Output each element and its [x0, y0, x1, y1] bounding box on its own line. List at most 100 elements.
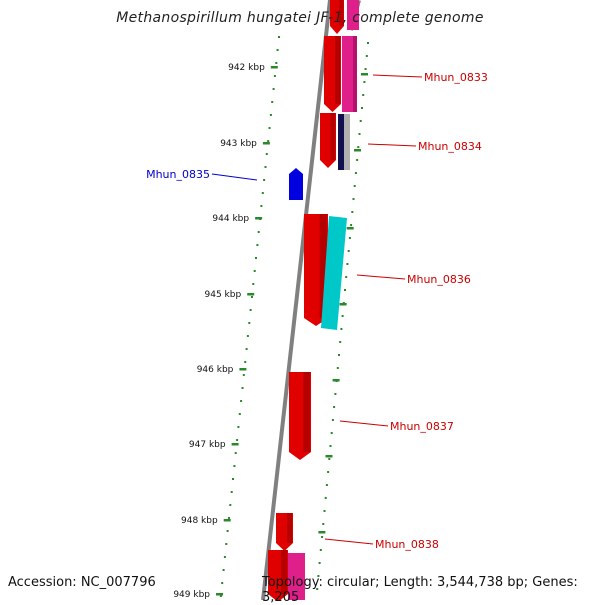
gene-mhun-0833[interactable] [324, 36, 341, 112]
gene-fragment-top-shade [339, 0, 344, 26]
kbp-label: 947 kbp [189, 440, 226, 450]
label-leader [367, 143, 417, 147]
scale-dot [234, 452, 237, 454]
scale-dot [242, 374, 245, 376]
gene-label-mhun-0838[interactable]: Mhun_0838 [375, 538, 439, 551]
scale-dot [339, 341, 342, 343]
scale-dot [268, 127, 271, 129]
kbp-tick [332, 379, 340, 382]
kbp-label: 943 kbp [220, 139, 257, 149]
scale-dot [233, 465, 236, 467]
gene-mhun-0837-shade [303, 372, 310, 452]
scale-dot [249, 309, 252, 311]
kbp-tick [346, 227, 354, 230]
kbp-tick [361, 73, 368, 76]
kbp-tick [231, 443, 239, 446]
gene-fragment-top[interactable] [330, 0, 344, 34]
kbp-label: 942 kbp [228, 63, 265, 73]
kbp-tick [325, 455, 333, 458]
kbp-tick [262, 142, 270, 145]
gene-mhun-0836[interactable] [304, 214, 328, 326]
gene-mhun-0835[interactable] [289, 168, 303, 200]
scale-dot [229, 504, 232, 506]
scale-dot [318, 562, 321, 564]
scale-dot [325, 484, 328, 486]
scale-dot [223, 556, 226, 558]
genome-title: Methanospirillum hungatei JF-1, complete… [116, 10, 484, 26]
scale-dot [317, 575, 320, 577]
kbp-tick [255, 217, 263, 220]
scale-dot [219, 595, 222, 597]
scale-dot [275, 62, 278, 64]
scale-dot [350, 224, 353, 226]
scale-dot [261, 192, 264, 194]
scale-dot [272, 88, 275, 90]
scale-dot [265, 153, 268, 155]
scale-dot [336, 367, 339, 369]
scale-dot [367, 42, 369, 44]
scale-dot [364, 68, 367, 70]
label-leader [211, 173, 258, 181]
gene-label-mhun-0836[interactable]: Mhun_0836 [407, 273, 471, 286]
kbp-tick [354, 149, 361, 152]
kbp-tick [239, 368, 247, 371]
gene-fragment-bottom-shade [281, 550, 287, 594]
gene-mhun-0836-shade [319, 214, 327, 318]
kbp-label: 946 kbp [197, 365, 234, 375]
scale-dot [323, 510, 326, 512]
scale-dot [361, 107, 363, 109]
label-leader [372, 74, 423, 78]
scale-dot [228, 517, 230, 519]
gene-mhun-0837[interactable] [289, 372, 311, 460]
scale-dot [331, 419, 334, 421]
gene-mhun-0833-shade [335, 36, 341, 104]
scale-dot [341, 315, 344, 317]
gene-mhun-0834[interactable] [320, 113, 336, 168]
scale-dot [276, 49, 279, 51]
label-leader [324, 538, 374, 545]
topology-text: Topology: circular; Length: 3,544,738 bp… [262, 575, 578, 605]
scale-dot [354, 172, 357, 174]
scale-dot [237, 426, 240, 428]
scale-dot [345, 276, 348, 278]
scale-dot [241, 387, 244, 389]
scale-dot [322, 523, 325, 525]
kbp-tick [339, 303, 347, 306]
scale-dot [351, 211, 354, 213]
scale-dot [244, 361, 247, 363]
kbp-tick [216, 593, 223, 596]
accession-text: Accession: NC_007796 [8, 575, 156, 590]
gene-shade [353, 36, 357, 112]
gene-mhun-0838[interactable] [276, 513, 293, 551]
scale-dot [221, 582, 224, 584]
gene-fragment-bottom[interactable] [268, 550, 288, 600]
scale-dot [222, 569, 225, 571]
scale-dot [328, 458, 331, 460]
scale-dot [348, 237, 351, 239]
gene-label-mhun-0834[interactable]: Mhun_0834 [418, 140, 482, 153]
scale-dot [338, 354, 340, 356]
scale-dot [324, 497, 327, 499]
scale-dot [346, 263, 349, 265]
scale-dot [278, 36, 280, 38]
scale-dot [232, 478, 234, 480]
scale-dot [264, 166, 267, 168]
gene-mhun-0838-shade [287, 513, 293, 543]
scale-dot [344, 289, 346, 291]
scale-dot [365, 55, 368, 57]
scale-dot [362, 94, 365, 96]
scale-dot [251, 296, 253, 298]
label-leader [339, 420, 389, 427]
scale-dot [363, 81, 366, 83]
scale-dot [319, 549, 322, 551]
kbp-tick [318, 531, 326, 534]
gene-label-mhun-0835[interactable]: Mhun_0835 [146, 168, 210, 181]
scale-dot [267, 140, 270, 142]
gene-label-mhun-0833[interactable]: Mhun_0833 [424, 71, 488, 84]
gene-label-mhun-0837[interactable]: Mhun_0837 [390, 420, 454, 433]
scale-dot [260, 205, 263, 207]
scale-dot [238, 413, 241, 415]
scale-dot [330, 432, 333, 434]
